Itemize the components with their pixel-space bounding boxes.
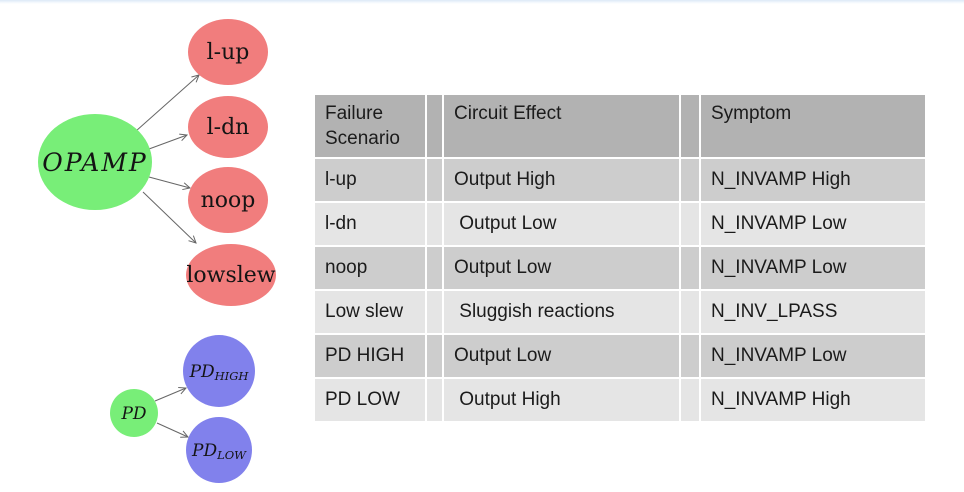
edge-pd-to-pdlow bbox=[156, 422, 190, 438]
cell-scenario: noop bbox=[315, 247, 425, 289]
lowslew-node bbox=[186, 244, 276, 306]
lup-node bbox=[188, 19, 268, 85]
opamp-node-label: OPAMP bbox=[42, 148, 148, 177]
row-spacer bbox=[427, 203, 442, 245]
column-header-circuit-effect: Circuit Effect bbox=[444, 95, 679, 157]
row-spacer bbox=[427, 159, 442, 201]
row-spacer bbox=[427, 247, 442, 289]
failure-scenario-table: Failure Scenario Circuit Effect Symptom … bbox=[315, 95, 925, 421]
row-spacer bbox=[681, 379, 699, 421]
cell-circuit-effect: Output Low bbox=[444, 247, 679, 289]
edge-opamp-to-lowslew bbox=[142, 191, 197, 244]
pdlow-node-label: PDLOW bbox=[191, 441, 247, 462]
lup-node-label: l-up bbox=[207, 40, 250, 65]
row-spacer bbox=[681, 203, 699, 245]
pdlow-node bbox=[186, 417, 252, 483]
lowslew-node-label: lowslew bbox=[186, 263, 275, 288]
cell-scenario: l-dn bbox=[315, 203, 425, 245]
cell-scenario: PD LOW bbox=[315, 379, 425, 421]
header-spacer-2 bbox=[681, 95, 699, 157]
edge-opamp-to-noop bbox=[148, 176, 192, 191]
row-spacer bbox=[427, 291, 442, 333]
row-spacer bbox=[427, 379, 442, 421]
pdlow-label-subscript: LOW bbox=[216, 448, 247, 462]
edge-opamp-to-ldn bbox=[148, 133, 189, 150]
pd-node-label: PD bbox=[120, 404, 146, 424]
row-spacer bbox=[681, 335, 699, 377]
row-spacer bbox=[681, 159, 699, 201]
edge-opamp-to-lup bbox=[135, 74, 200, 132]
top-edge-highlight bbox=[0, 0, 964, 4]
cell-circuit-effect: Output High bbox=[444, 159, 679, 201]
cell-circuit-effect: Sluggish reactions bbox=[444, 291, 679, 333]
cell-circuit-effect: Output Low bbox=[444, 335, 679, 377]
cell-symptom: N_INVAMP High bbox=[701, 159, 925, 201]
pdhigh-label-subscript: HIGH bbox=[214, 369, 250, 383]
cell-symptom: N_INV_LPASS bbox=[701, 291, 925, 333]
cell-circuit-effect: Output Low bbox=[444, 203, 679, 245]
pd-node bbox=[110, 389, 158, 437]
header-spacer-1 bbox=[427, 95, 442, 157]
edge-pd-to-pdhigh bbox=[154, 386, 188, 402]
row-spacer bbox=[681, 291, 699, 333]
column-header-failure-scenario: Failure Scenario bbox=[315, 95, 425, 157]
ldn-node bbox=[188, 96, 268, 158]
ldn-node-label: l-dn bbox=[207, 115, 250, 140]
cell-symptom: N_INVAMP High bbox=[701, 379, 925, 421]
cell-scenario: l-up bbox=[315, 159, 425, 201]
cell-scenario: PD HIGH bbox=[315, 335, 425, 377]
pdhigh-node bbox=[183, 335, 255, 407]
cell-scenario: Low slew bbox=[315, 291, 425, 333]
cell-circuit-effect: Output High bbox=[444, 379, 679, 421]
row-spacer bbox=[427, 335, 442, 377]
pdlow-label-main: PD bbox=[191, 441, 217, 461]
column-header-symptom: Symptom bbox=[701, 95, 925, 157]
pdhigh-label-main: PD bbox=[189, 362, 215, 382]
cell-symptom: N_INVAMP Low bbox=[701, 203, 925, 245]
cell-symptom: N_INVAMP Low bbox=[701, 247, 925, 289]
pdhigh-node-label: PDHIGH bbox=[189, 362, 250, 383]
row-spacer bbox=[681, 247, 699, 289]
opamp-node bbox=[38, 114, 152, 210]
fault-tree-diagram: OPAMP l-up l-dn noop lowslew PD PDHIGH P… bbox=[38, 19, 276, 483]
noop-node-label: noop bbox=[201, 188, 256, 213]
noop-node bbox=[188, 167, 268, 233]
cell-symptom: N_INVAMP Low bbox=[701, 335, 925, 377]
